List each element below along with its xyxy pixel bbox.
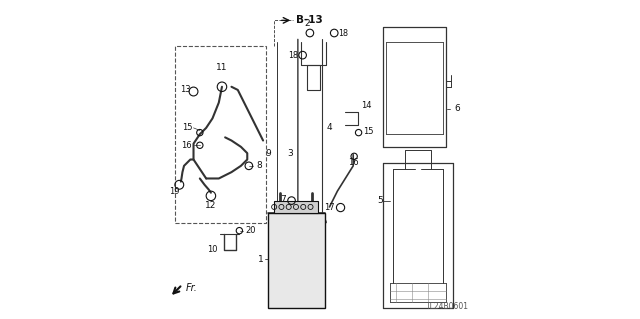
- Text: TL24B0601: TL24B0601: [426, 302, 468, 311]
- FancyBboxPatch shape: [268, 213, 324, 308]
- Text: 14: 14: [361, 101, 372, 110]
- Text: 20: 20: [246, 226, 256, 235]
- Text: 19: 19: [169, 187, 179, 196]
- Text: 3: 3: [287, 149, 293, 158]
- Text: 16: 16: [348, 158, 358, 167]
- Text: 6: 6: [454, 104, 460, 113]
- Text: 4: 4: [326, 123, 332, 132]
- FancyBboxPatch shape: [274, 201, 319, 213]
- Text: 18: 18: [339, 28, 348, 38]
- Text: 16: 16: [181, 141, 192, 150]
- Text: 15: 15: [182, 123, 193, 132]
- Text: B-13: B-13: [296, 15, 323, 26]
- Text: 13: 13: [180, 85, 191, 94]
- Text: 7: 7: [280, 195, 286, 204]
- Text: 2: 2: [304, 19, 310, 28]
- Text: 18: 18: [288, 51, 298, 60]
- Text: 5: 5: [377, 196, 383, 205]
- Text: 11: 11: [216, 63, 228, 72]
- Text: 12: 12: [205, 201, 216, 210]
- Text: 9: 9: [265, 149, 271, 158]
- Text: 17: 17: [324, 203, 335, 212]
- Text: 15: 15: [364, 127, 374, 136]
- Text: 8: 8: [257, 161, 262, 170]
- Text: 10: 10: [207, 245, 217, 254]
- Text: 1: 1: [259, 255, 264, 263]
- Text: Fr.: Fr.: [186, 283, 198, 293]
